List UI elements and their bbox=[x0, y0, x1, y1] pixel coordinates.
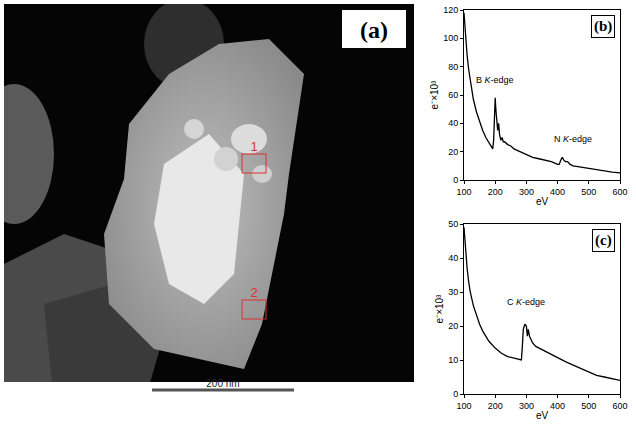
svg-text:2: 2 bbox=[250, 285, 257, 300]
svg-text:120: 120 bbox=[443, 5, 458, 15]
svg-text:20: 20 bbox=[448, 147, 458, 157]
svg-text:30: 30 bbox=[448, 287, 458, 297]
svg-text:e⁻×10³: e⁻×10³ bbox=[434, 294, 445, 324]
svg-text:600: 600 bbox=[612, 401, 627, 411]
svg-text:400: 400 bbox=[550, 187, 565, 197]
svg-text:100: 100 bbox=[456, 401, 471, 411]
svg-text:C K-edge: C K-edge bbox=[507, 297, 545, 307]
svg-text:300: 300 bbox=[519, 187, 534, 197]
svg-text:100: 100 bbox=[456, 187, 471, 197]
svg-text:eV: eV bbox=[536, 410, 549, 421]
svg-text:200 nm: 200 nm bbox=[206, 378, 239, 389]
svg-text:0: 0 bbox=[453, 389, 458, 399]
svg-text:200: 200 bbox=[488, 401, 503, 411]
svg-text:(a): (a) bbox=[360, 17, 388, 43]
svg-text:100: 100 bbox=[443, 33, 458, 43]
svg-text:10: 10 bbox=[448, 355, 458, 365]
svg-text:80: 80 bbox=[448, 62, 458, 72]
svg-text:500: 500 bbox=[581, 401, 596, 411]
svg-text:B K-edge: B K-edge bbox=[476, 75, 514, 85]
svg-text:200: 200 bbox=[488, 187, 503, 197]
svg-text:600: 600 bbox=[612, 187, 627, 197]
svg-text:N K-edge: N K-edge bbox=[554, 134, 592, 144]
svg-text:1: 1 bbox=[250, 139, 257, 154]
svg-text:60: 60 bbox=[448, 90, 458, 100]
svg-text:e⁻×10³: e⁻×10³ bbox=[429, 80, 440, 110]
svg-text:(c): (c) bbox=[595, 232, 612, 249]
svg-text:50: 50 bbox=[448, 219, 458, 229]
svg-text:300: 300 bbox=[519, 401, 534, 411]
svg-text:400: 400 bbox=[550, 401, 565, 411]
svg-text:40: 40 bbox=[448, 253, 458, 263]
svg-text:500: 500 bbox=[581, 187, 596, 197]
svg-text:40: 40 bbox=[448, 118, 458, 128]
svg-text:20: 20 bbox=[448, 321, 458, 331]
svg-text:eV: eV bbox=[536, 196, 549, 207]
svg-text:(b): (b) bbox=[594, 18, 612, 35]
svg-text:0: 0 bbox=[453, 175, 458, 185]
